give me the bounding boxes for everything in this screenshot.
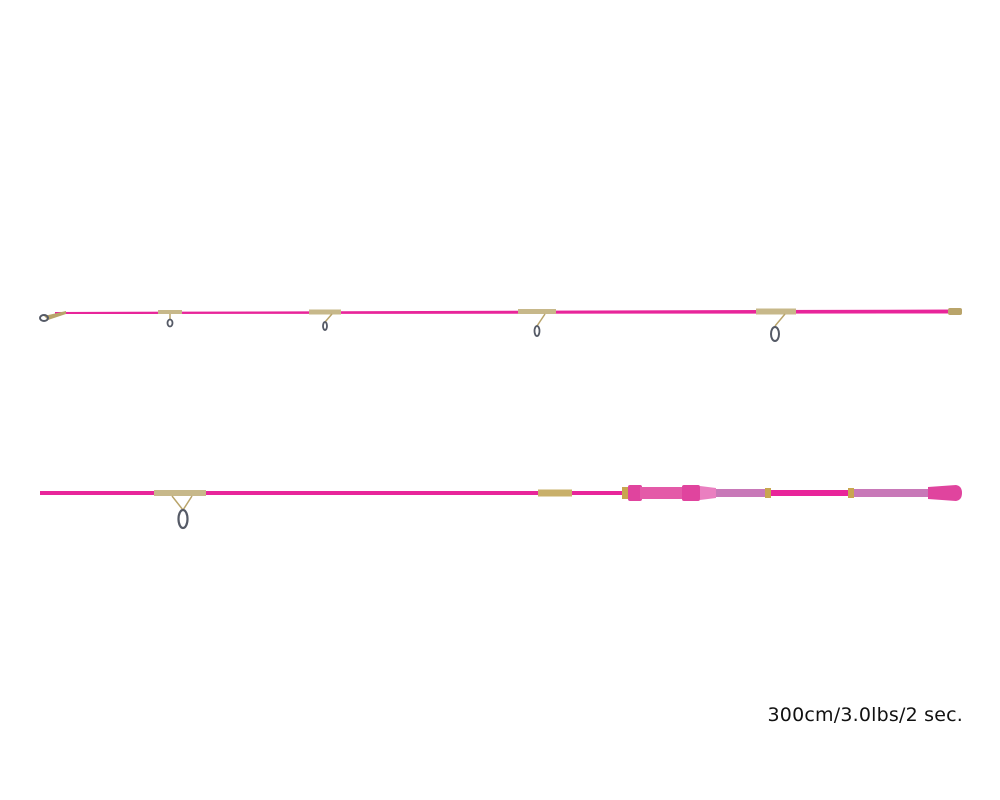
guide — [154, 490, 206, 530]
reel-seat-nut — [622, 487, 630, 499]
tip-top-guide — [39, 311, 66, 322]
guide — [158, 310, 182, 328]
rear-grip — [716, 489, 766, 497]
rod-tip-section — [39, 308, 962, 342]
butt-cap — [928, 485, 962, 501]
rod-butt-section — [40, 485, 962, 530]
rod-spec-label: 300cm/3.0lbs/2 sec. — [767, 704, 963, 726]
guide — [309, 309, 341, 331]
fore-grip — [628, 485, 642, 501]
guide — [518, 309, 556, 337]
guide — [756, 308, 796, 342]
ferrule — [538, 489, 572, 497]
